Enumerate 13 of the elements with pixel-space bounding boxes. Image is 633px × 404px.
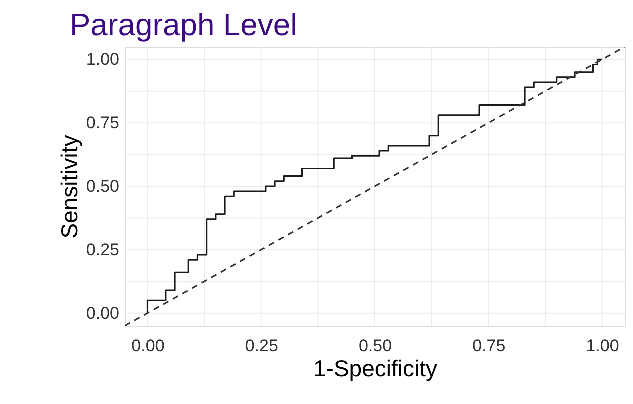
x-axis-title: 1-Specificity	[314, 356, 438, 382]
y-tick-label: 0.25	[86, 240, 120, 260]
y-tick-label: 0.75	[86, 114, 120, 133]
y-tick-label: 0.00	[86, 304, 120, 323]
y-axis-title: Sensitivity	[56, 134, 82, 239]
y-tick-label: 1.00	[86, 50, 120, 70]
x-tick-label: 0.50	[358, 336, 392, 356]
y-tick-label: 0.50	[86, 177, 120, 196]
x-tick-label: 0.75	[472, 336, 506, 356]
chart-title: Paragraph Level	[70, 8, 298, 42]
x-tick-label: 0.00	[132, 336, 165, 356]
x-tick-label: 1.00	[586, 336, 620, 356]
x-tick-label: 0.25	[245, 336, 278, 356]
